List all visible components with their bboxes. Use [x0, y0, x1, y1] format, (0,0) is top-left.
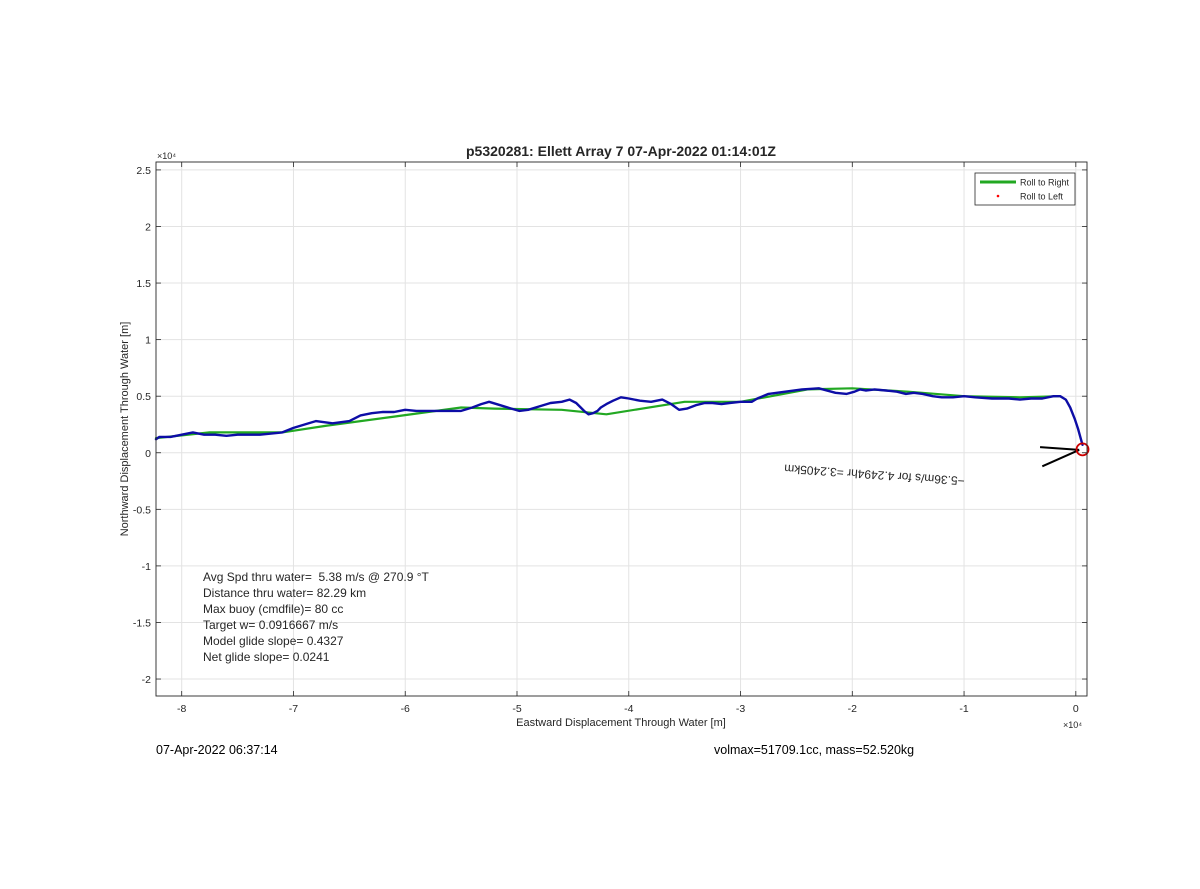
stat-net-glide-slope: Net glide slope= 0.0241 — [203, 650, 330, 664]
y-tick-label: 0 — [145, 448, 151, 460]
stat-avg-speed: Avg Spd thru water= 5.38 m/s @ 270.9 °T — [203, 570, 430, 584]
x-tick-label: -1 — [959, 703, 968, 715]
start-marker — [1075, 442, 1090, 457]
x-tick-label: -4 — [624, 703, 633, 715]
x-tick-label: -3 — [736, 703, 745, 715]
y-tick-label: -1.5 — [133, 617, 151, 629]
y-axis-label: Northward Displacement Through Water [m] — [119, 322, 131, 537]
x-tick-label: -2 — [848, 703, 857, 715]
x-tick-label: -7 — [289, 703, 298, 715]
legend-label-roll-to-left: Roll to Left — [1020, 192, 1064, 202]
x-tick-label: -5 — [512, 703, 521, 715]
chart-title: p5320281: Ellett Array 7 07-Apr-2022 01:… — [466, 143, 776, 159]
y-tick-label: -0.5 — [133, 504, 151, 516]
series-layer — [154, 387, 1084, 446]
stat-model-glide-slope: Model glide slope= 0.4327 — [203, 634, 344, 648]
stats-block: Avg Spd thru water= 5.38 m/s @ 270.9 °T … — [203, 570, 430, 664]
axes-border — [155, 161, 1088, 697]
y-tick-label: 1.5 — [136, 278, 151, 290]
y-tick-label: 1 — [145, 335, 151, 347]
legend-swatch-roll-to-left — [996, 194, 1000, 198]
y-tick-label: -2 — [142, 674, 151, 686]
x-axis-label: Eastward Displacement Through Water [m] — [516, 717, 726, 729]
y-tick-label: 2.5 — [136, 165, 151, 177]
x-exponent-label: ×10⁴ — [1063, 720, 1082, 730]
grid-lines — [156, 162, 1087, 696]
stat-target-w: Target w= 0.0916667 m/s — [203, 618, 338, 632]
stat-max-buoy: Max buoy (cmdfile)= 80 cc — [203, 602, 343, 616]
y-tick-label: 2 — [145, 221, 151, 233]
legend-label-roll-to-right: Roll to Right — [1020, 178, 1070, 188]
y-tick-label: 0.5 — [136, 391, 151, 403]
series-track-line — [154, 387, 1084, 446]
footer-volmax-mass: volmax=51709.1cc, mass=52.520kg — [714, 743, 915, 757]
y-tick-label: -1 — [142, 561, 151, 573]
current-arrow — [1041, 449, 1080, 468]
x-tick-label: -8 — [177, 703, 186, 715]
footer-timestamp: 07-Apr-2022 06:37:14 — [156, 743, 278, 757]
x-tick-label: 0 — [1073, 703, 1079, 715]
legend: Roll to Right Roll to Left — [974, 172, 1076, 206]
x-tick-label: -6 — [401, 703, 410, 715]
axes-frame — [155, 161, 1088, 697]
current-arrow — [1039, 446, 1080, 451]
legend-box — [974, 172, 1076, 206]
tick-labels: -8 -7 -6 -5 -4 -3 -2 -1 0 -2 -1.5 -1 -0.5 0 0.5 1 1.5 2 2.… — [133, 165, 1079, 715]
y-exponent-label: ×10⁴ — [157, 151, 176, 161]
stat-distance: Distance thru water= 82.29 km — [203, 586, 366, 600]
series-roll-to-right-line — [154, 387, 1061, 440]
